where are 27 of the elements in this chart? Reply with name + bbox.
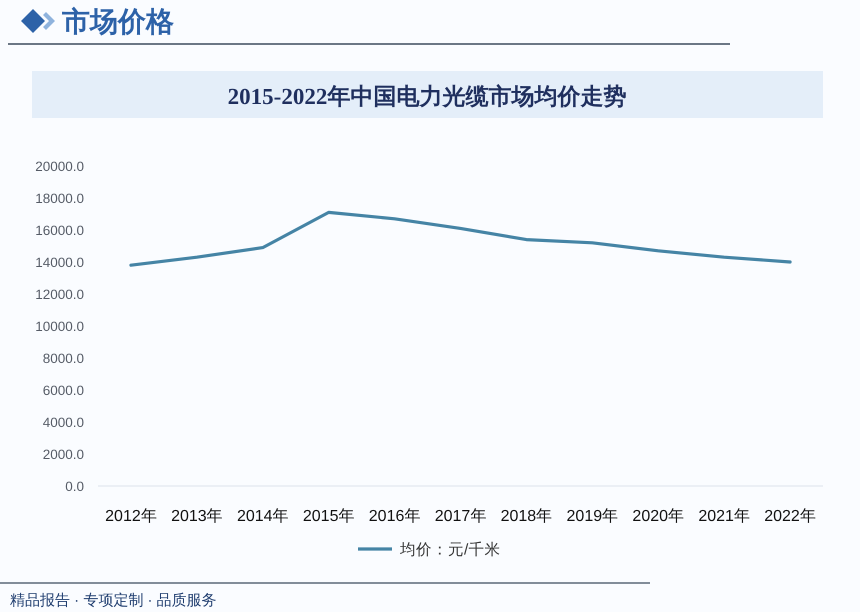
x-tick-label: 2018年 <box>500 508 552 525</box>
y-tick-label: 2000.0 <box>42 447 84 462</box>
x-tick-label: 2017年 <box>434 508 486 525</box>
y-tick-label: 0.0 <box>65 479 84 494</box>
x-tick-label: 2020年 <box>632 508 684 525</box>
x-tick-label: 2019年 <box>566 508 618 525</box>
x-tick-label: 2022年 <box>764 508 816 525</box>
x-tick-label: 2021年 <box>698 508 750 525</box>
x-tick-label: 2015年 <box>302 508 354 525</box>
x-tick-label: 2016年 <box>368 508 420 525</box>
y-tick-label: 14000.0 <box>35 255 84 270</box>
y-tick-label: 8000.0 <box>42 351 84 366</box>
legend-item: 均价：元/千米 <box>358 542 500 558</box>
y-tick-label: 6000.0 <box>42 383 84 398</box>
y-tick-label: 20000.0 <box>35 159 84 174</box>
x-tick-label: 2013年 <box>171 508 223 525</box>
chart-title: 2015-2022年中国电力光缆市场均价走势 <box>228 83 626 109</box>
legend-label: 均价：元/千米 <box>399 540 500 558</box>
y-tick-label: 4000.0 <box>42 415 84 430</box>
x-tick-label: 2012年 <box>105 508 157 525</box>
y-tick-label: 10000.0 <box>35 319 84 334</box>
y-tick-label: 18000.0 <box>35 191 84 206</box>
y-tick-label: 16000.0 <box>35 223 84 238</box>
text: 市场价格 <box>61 6 174 37</box>
text: 精品报告 · 专项定制 · 品质服务 <box>10 592 217 609</box>
y-tick-label: 12000.0 <box>35 287 84 302</box>
x-tick-label: 2014年 <box>236 508 289 525</box>
